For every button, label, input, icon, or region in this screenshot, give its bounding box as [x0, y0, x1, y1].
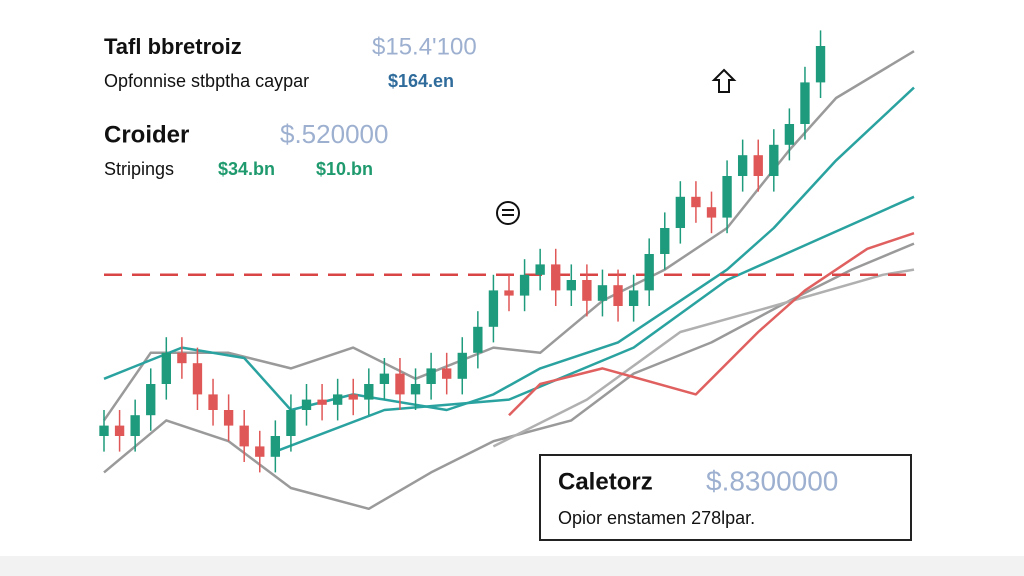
section-value-a: $34.bn	[218, 159, 275, 179]
info-box-value: $.8300000	[706, 465, 838, 496]
candle-body	[223, 410, 234, 426]
candle-body	[551, 264, 561, 291]
section-label: Stripings	[104, 159, 174, 179]
candle-body	[628, 290, 639, 306]
candle-body	[379, 373, 390, 384]
indicator-line	[274, 195, 915, 453]
candle-body	[208, 394, 218, 410]
candle-body	[769, 144, 779, 176]
candle-body	[99, 425, 109, 436]
section-value: $.520000	[280, 119, 388, 149]
candle-body	[488, 290, 499, 327]
candle-body	[737, 155, 748, 176]
candle-body	[535, 264, 545, 275]
candle-body	[364, 384, 374, 400]
candle-body	[286, 410, 296, 436]
candle-body	[192, 363, 203, 395]
header-title: Tafl bbretroiz	[104, 34, 242, 59]
candle-body	[675, 196, 686, 228]
candle-body	[706, 207, 717, 218]
candle-body	[784, 124, 795, 145]
candle-body	[239, 425, 249, 447]
up-arrow-icon	[711, 68, 737, 93]
candle-body	[410, 384, 421, 395]
candle-body	[613, 285, 623, 306]
candle-body	[426, 368, 436, 384]
candle-body	[146, 384, 156, 416]
indicator-line	[508, 232, 915, 417]
candle-body	[177, 352, 187, 364]
candle-body	[504, 290, 514, 296]
candle-body	[519, 274, 530, 296]
candle-body	[691, 196, 701, 208]
header-subtitle: Opfonnise stbptha caypar	[104, 71, 309, 91]
header: Tafl bbretroiz $15.4'100 Opfonnise stbpt…	[104, 33, 477, 178]
candle-body	[457, 352, 467, 379]
section-value-b: $10.bn	[316, 159, 373, 179]
info-box-text: Opior enstamen 278lpar.	[558, 508, 755, 528]
candle-body	[473, 326, 483, 353]
header-value: $15.4'100	[372, 33, 477, 60]
candle-body	[395, 373, 405, 395]
candle-body	[660, 228, 670, 254]
candle-body	[270, 436, 281, 457]
candle-body	[255, 446, 265, 457]
candle-body	[114, 425, 125, 436]
clock-icon	[496, 201, 520, 225]
candle-body	[348, 394, 358, 400]
section-title: Croider	[104, 121, 189, 148]
indicator-line	[102, 50, 915, 422]
info-box-title: Caletorz	[558, 468, 653, 495]
candle-body	[566, 280, 576, 291]
candle-body	[130, 415, 140, 436]
candle-body	[317, 399, 327, 405]
candle-body	[644, 254, 654, 291]
indicator-line	[103, 86, 915, 412]
candle-body	[597, 285, 608, 301]
header-sub-value: $164.en	[388, 71, 454, 91]
candle-body	[332, 394, 343, 405]
candle-body	[582, 280, 592, 301]
candle-body	[753, 155, 763, 176]
bottom-strip	[0, 556, 1024, 576]
info-box: Caletorz $.8300000 Opior enstamen 278lpa…	[539, 454, 912, 541]
candle-body	[301, 399, 312, 410]
candle-body	[442, 368, 452, 379]
candle-body	[161, 352, 171, 384]
plot-area	[99, 30, 915, 511]
candle-body	[815, 46, 826, 83]
candle-body	[800, 82, 810, 124]
candle-body	[722, 176, 732, 218]
